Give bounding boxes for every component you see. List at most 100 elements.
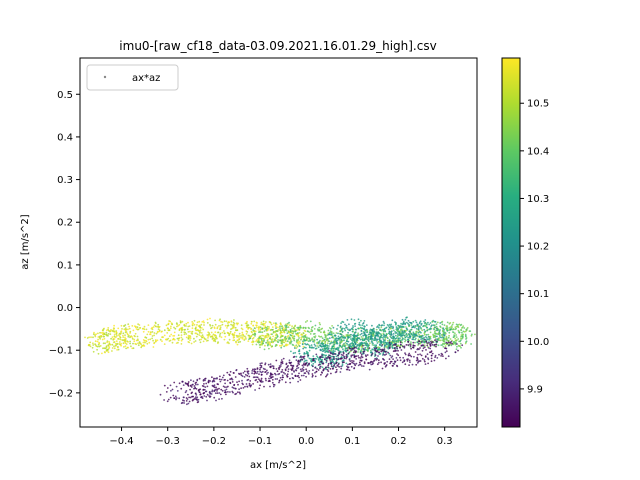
- scatter-point: [263, 330, 266, 332]
- scatter-point: [315, 353, 318, 356]
- scatter-point: [180, 331, 183, 334]
- scatter-point: [233, 326, 235, 329]
- scatter-point: [129, 336, 131, 339]
- scatter-point: [318, 363, 321, 366]
- scatter-point: [419, 353, 421, 356]
- scatter-point: [288, 324, 291, 326]
- scatter-point: [244, 373, 247, 376]
- scatter-point: [229, 330, 232, 333]
- scatter-point: [389, 327, 392, 330]
- scatter-point: [123, 328, 126, 331]
- scatter-point: [321, 372, 323, 374]
- scatter-point: [234, 329, 237, 332]
- scatter-point: [149, 333, 151, 336]
- scatter-point: [449, 338, 452, 340]
- scatter-point: [240, 387, 243, 390]
- scatter-point: [282, 357, 285, 360]
- scatter-point: [166, 332, 169, 334]
- scatter-point: [89, 341, 92, 344]
- scatter-point: [279, 331, 282, 334]
- scatter-point: [417, 342, 420, 345]
- scatter-point: [422, 339, 424, 341]
- scatter-point: [425, 340, 428, 343]
- scatter-point: [448, 334, 450, 337]
- scatter-point: [196, 333, 199, 336]
- scatter-point: [352, 344, 355, 347]
- scatter-point: [161, 340, 163, 343]
- scatter-point: [239, 340, 242, 343]
- scatter-point: [260, 366, 263, 369]
- scatter-point: [279, 339, 281, 342]
- scatter-point: [265, 321, 267, 323]
- scatter-point: [202, 328, 205, 331]
- scatter-point: [257, 329, 260, 331]
- scatter-point: [261, 327, 264, 330]
- scatter-point: [161, 330, 163, 333]
- scatter-point: [427, 321, 429, 324]
- scatter-point: [365, 358, 368, 361]
- scatter-point: [145, 328, 148, 331]
- scatter-point: [348, 346, 350, 349]
- scatter-point: [288, 321, 290, 324]
- scatter-point: [359, 357, 362, 359]
- scatter-point: [254, 389, 256, 391]
- scatter-point: [367, 336, 370, 339]
- scatter-point: [211, 380, 214, 383]
- scatter-point: [135, 328, 138, 330]
- scatter-point: [300, 338, 302, 341]
- scatter-point: [111, 347, 114, 349]
- scatter-point: [345, 368, 348, 371]
- scatter-point: [223, 391, 226, 394]
- scatter-point: [218, 335, 221, 338]
- scatter-point: [398, 334, 401, 337]
- scatter-point: [113, 341, 116, 343]
- scatter-point: [218, 378, 221, 381]
- scatter-point: [159, 338, 162, 341]
- scatter-point: [403, 346, 406, 349]
- scatter-point: [222, 374, 225, 377]
- scatter-point: [364, 346, 367, 349]
- scatter-point: [331, 341, 334, 344]
- scatter-point: [362, 334, 365, 337]
- scatter-point: [416, 348, 419, 351]
- scatter-point: [314, 366, 317, 369]
- scatter-point: [454, 337, 457, 340]
- scatter-point: [402, 320, 405, 323]
- scatter-point: [295, 332, 297, 335]
- scatter-point: [151, 328, 154, 331]
- scatter-point: [94, 343, 96, 345]
- scatter-point: [241, 333, 244, 336]
- scatter-point: [254, 372, 257, 374]
- scatter-point: [347, 363, 349, 366]
- scatter-point: [313, 336, 315, 338]
- scatter-point: [414, 334, 417, 336]
- scatter-point: [448, 344, 450, 347]
- scatter-point: [299, 326, 302, 329]
- scatter-point: [176, 390, 179, 392]
- scatter-point: [337, 324, 339, 327]
- scatter-point: [304, 330, 307, 333]
- scatter-point: [219, 318, 222, 321]
- scatter-point: [103, 332, 105, 335]
- scatter-point: [175, 397, 178, 399]
- scatter-point: [248, 382, 251, 385]
- scatter-point: [180, 387, 183, 390]
- scatter-point: [269, 380, 271, 382]
- scatter-point: [321, 348, 324, 351]
- scatter-point: [277, 339, 279, 341]
- scatter-point: [337, 363, 340, 366]
- scatter-point: [393, 347, 396, 350]
- scatter-point: [96, 340, 99, 343]
- scatter-point: [284, 339, 286, 341]
- scatter-point: [201, 397, 204, 399]
- scatter-point: [382, 358, 385, 361]
- scatter-point: [195, 335, 198, 338]
- scatter-point: [221, 397, 223, 400]
- x-tick-label: −0.3: [156, 436, 180, 447]
- scatter-point: [355, 347, 358, 349]
- scatter-point: [168, 335, 171, 338]
- scatter-point: [197, 328, 199, 331]
- scatter-point: [348, 351, 351, 354]
- scatter-point: [446, 342, 449, 345]
- scatter-point: [293, 339, 296, 342]
